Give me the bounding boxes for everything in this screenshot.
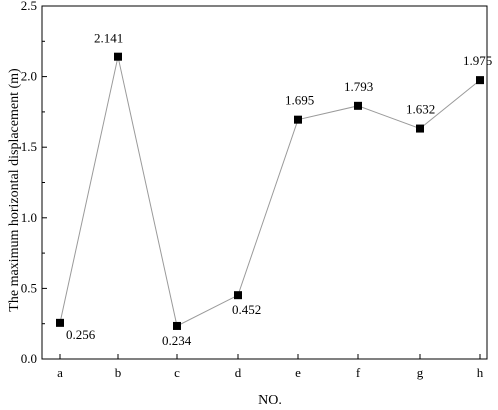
x-tick-label: d <box>235 365 242 380</box>
data-point <box>294 115 302 124</box>
data-point <box>476 76 484 85</box>
data-label: 0.452 <box>232 302 261 317</box>
y-tick-label: 2.0 <box>21 69 37 84</box>
data-labels: 0.256 2.141 0.234 0.452 1.695 1.793 1.632 1.975 <box>66 31 492 348</box>
x-tick-label: h <box>477 365 484 380</box>
data-point <box>354 101 362 110</box>
data-label: 1.695 <box>285 93 314 108</box>
data-point <box>416 124 424 133</box>
x-tick-label: f <box>356 365 361 380</box>
y-ticks: 0.0 0.5 1.0 1.5 2.0 2.5 <box>21 0 47 366</box>
x-tick-label: g <box>417 365 424 380</box>
y-tick-label: 0.0 <box>21 351 37 366</box>
x-tick-label: a <box>57 365 63 380</box>
data-point <box>173 321 181 330</box>
series-line <box>59 56 481 327</box>
x-tick-label: e <box>295 365 301 380</box>
y-tick-label: 1.0 <box>21 210 37 225</box>
plot-frame <box>41 5 488 360</box>
y-tick-label: 0.5 <box>21 280 37 295</box>
x-axis-label: NO. <box>258 393 282 408</box>
data-label: 2.141 <box>94 31 123 46</box>
y-axis-label: The maximum horizontal displacement (m) <box>7 68 22 312</box>
data-label: 1.793 <box>344 79 373 94</box>
data-points <box>56 52 484 330</box>
data-label: 1.632 <box>406 102 435 117</box>
data-point <box>114 52 122 61</box>
data-label: 0.234 <box>162 333 192 348</box>
y-tick-label: 2.5 <box>21 0 37 13</box>
axes <box>41 5 488 360</box>
data-label: 1.975 <box>463 53 492 68</box>
x-tick-label: b <box>115 365 122 380</box>
data-point <box>234 291 242 300</box>
y-tick-label: 1.5 <box>21 139 37 154</box>
x-ticks: a b c d e f g h <box>57 354 484 380</box>
data-point <box>56 318 64 327</box>
x-tick-label: c <box>174 365 180 380</box>
data-label: 0.256 <box>66 327 96 342</box>
